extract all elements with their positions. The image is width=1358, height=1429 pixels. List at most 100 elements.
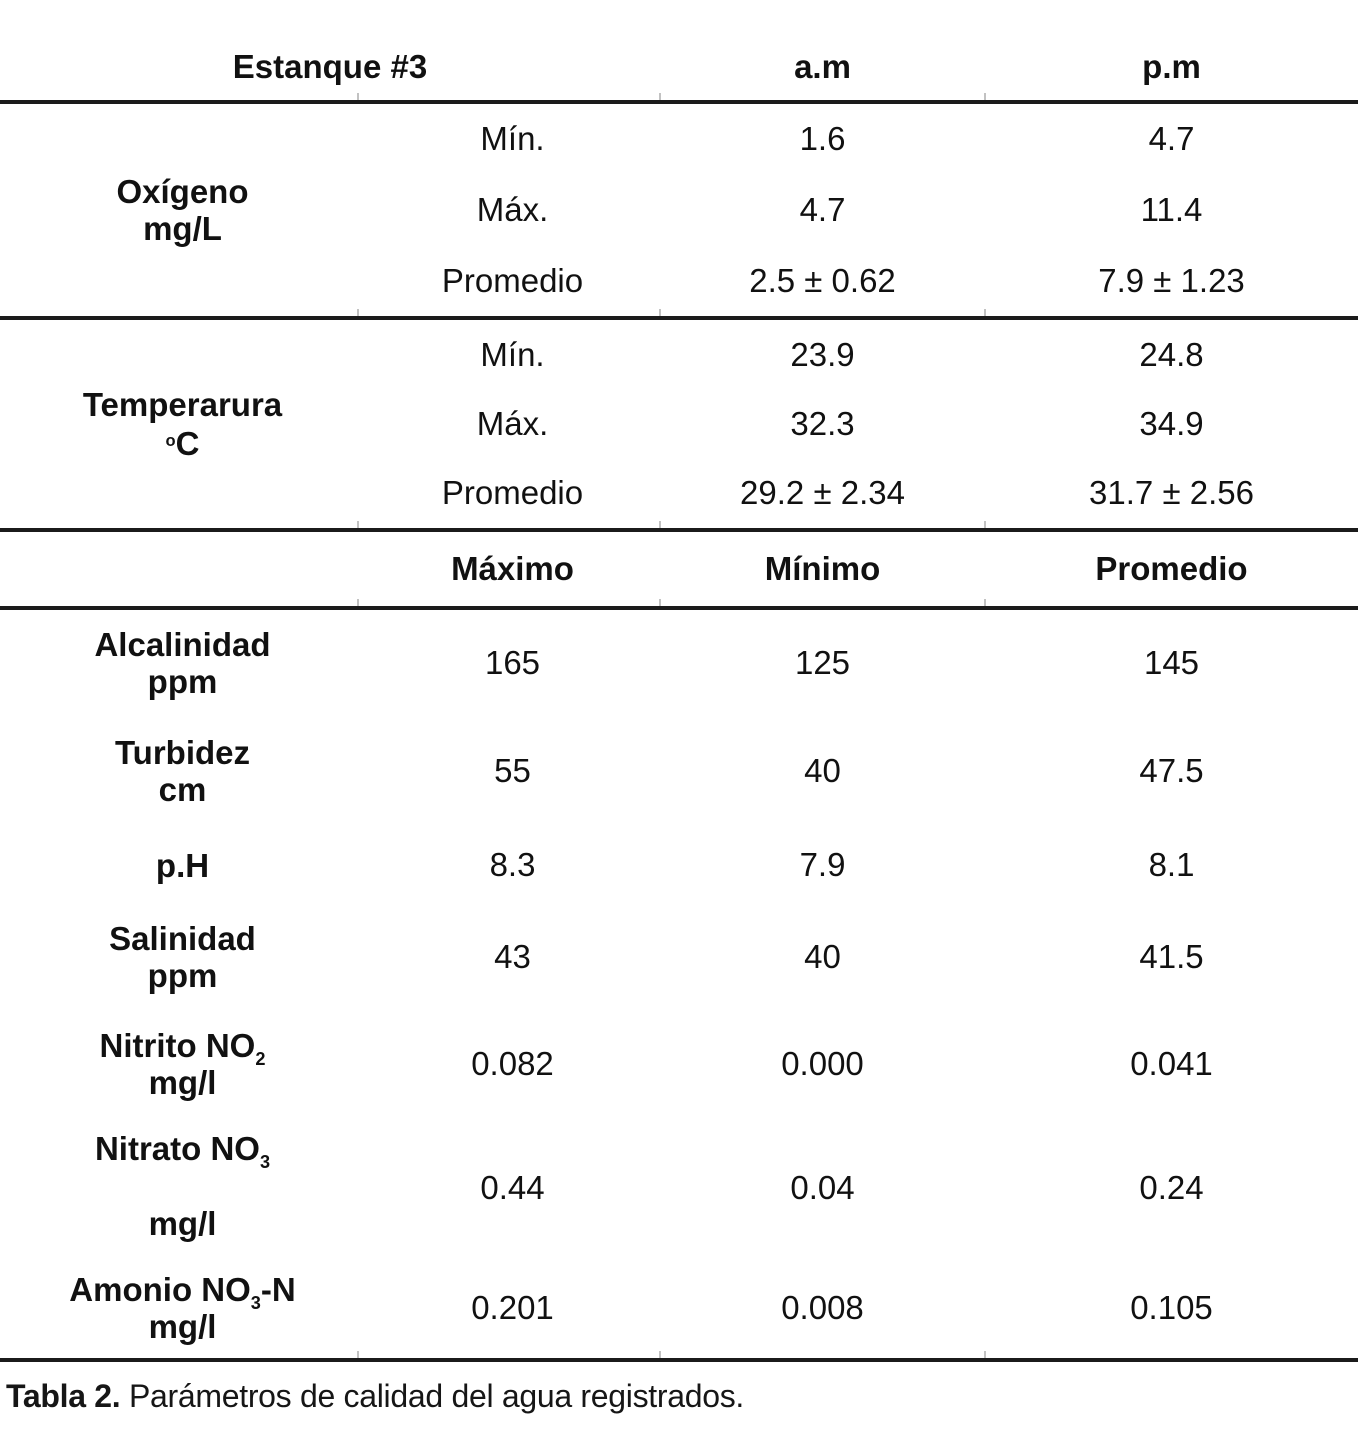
value-min: 7.9: [799, 846, 846, 883]
value-avg: 0.041: [1130, 1045, 1213, 1082]
param-label-amonio: Amonio NO3-N mg/l: [0, 1258, 365, 1358]
param-label-nitrato: Nitrato NO3 mg/l: [0, 1118, 365, 1258]
value-avg: 8.1: [1148, 846, 1195, 883]
value-min: 40: [804, 938, 841, 975]
param-unit: mg/l: [148, 1308, 217, 1345]
param-name: Nitrito NO2: [99, 1027, 266, 1070]
header-min-label: Mínimo: [764, 550, 881, 587]
rule-tick: [984, 599, 986, 606]
param-name: Temperarura: [82, 385, 283, 423]
value-am: 2.5 ± 0.62: [749, 261, 896, 299]
chemical-subscript: 2: [255, 1049, 266, 1070]
table-header-row-1: Estanque #3 a.m p.m: [0, 0, 1358, 100]
value-pm: 4.7: [1148, 120, 1195, 158]
value-min: 0.008: [781, 1289, 864, 1326]
horizontal-rule-3: [0, 521, 1358, 532]
param-label-alcalinidad: Alcalinidad ppm: [0, 610, 365, 716]
value-avg: 41.5: [1139, 938, 1204, 975]
oxygen-section: Oxígeno mg/L Mín. 1.6 4.7 Máx. 4.7 11.4 …: [0, 104, 1358, 316]
param-label-ph: p.H: [0, 826, 365, 904]
rule-tick: [984, 93, 986, 100]
param-label-turbidez: Turbidez cm: [0, 716, 365, 826]
param-name-suffix: -N: [260, 1271, 296, 1308]
value-avg: 0.24: [1139, 1169, 1204, 1206]
value-max: 0.201: [471, 1289, 554, 1326]
rule-tick: [357, 599, 359, 606]
value-am: 23.9: [790, 335, 855, 373]
param-unit: cm: [158, 771, 207, 808]
header-am-label: a.m: [794, 48, 851, 85]
table-caption: Tabla 2. Parámetros de calidad del agua …: [0, 1362, 1358, 1415]
horizontal-rule-1: [0, 93, 1358, 104]
rule-tick: [659, 93, 661, 100]
value-max: 8.3: [489, 846, 536, 883]
value-pm: 34.9: [1139, 404, 1204, 442]
rule-tick: [984, 309, 986, 316]
table-header-row-2: Máximo Mínimo Promedio: [0, 532, 1358, 606]
stat-label: Mín.: [480, 335, 545, 373]
value-avg: 145: [1143, 644, 1200, 681]
value-pm: 11.4: [1140, 190, 1203, 228]
value-am: 1.6: [799, 120, 846, 158]
value-am: 29.2 ± 2.34: [740, 474, 905, 512]
horizontal-rule-4: [0, 599, 1358, 610]
caption-label: Tabla 2.: [6, 1378, 121, 1414]
value-min: 0.000: [781, 1045, 864, 1082]
value-pm: 24.8: [1139, 335, 1204, 373]
chemical-subscript: 3: [250, 1293, 261, 1314]
param-unit: mg/L: [143, 209, 222, 247]
rule-tick: [357, 309, 359, 316]
rule-tick: [357, 521, 359, 528]
caption-text: Parámetros de calidad del agua registrad…: [120, 1378, 745, 1414]
param-unit: oC: [166, 423, 200, 462]
header-max-label: Máximo: [451, 550, 574, 587]
param-row-alcalinidad: Alcalinidad ppm 165 125 145: [0, 610, 1358, 716]
value-avg: 0.105: [1130, 1289, 1213, 1326]
horizontal-rule-5: [0, 1351, 1358, 1362]
value-max: 0.44: [480, 1169, 545, 1206]
param-label-temperature: Temperarura oC: [0, 320, 365, 528]
stat-label: Máx.: [476, 190, 549, 228]
rule-tick: [659, 309, 661, 316]
header-empty-cell: [0, 532, 365, 606]
param-row-nitrato: Nitrato NO3 mg/l 0.44 0.04 0.24: [0, 1118, 1358, 1258]
param-unit: ppm: [147, 663, 218, 700]
chemical-subscript: 3: [259, 1152, 271, 1173]
value-am: 4.7: [799, 190, 846, 228]
value-max: 0.082: [471, 1045, 554, 1082]
param-name: Salinidad: [109, 920, 256, 957]
value-am: 32.3: [790, 404, 855, 442]
value-max: 43: [494, 938, 531, 975]
param-name: Nitrato NO3: [94, 1130, 271, 1173]
header-avg-label: Promedio: [1095, 550, 1248, 587]
param-unit: mg/l: [148, 1064, 217, 1101]
value-max: 55: [494, 752, 531, 789]
param-row-salinidad: Salinidad ppm 43 40 41.5: [0, 904, 1358, 1010]
rule-tick: [984, 1351, 986, 1358]
stat-label: Promedio: [441, 474, 584, 512]
param-unit: ppm: [147, 957, 218, 994]
param-name: Turbidez: [114, 734, 251, 771]
degree-symbol: o: [165, 431, 176, 450]
rule-tick: [357, 93, 359, 100]
param-name: Oxígeno: [116, 172, 249, 210]
unit-letter: C: [175, 425, 200, 463]
param-row-nitrito: Nitrito NO2 mg/l 0.082 0.000 0.041: [0, 1010, 1358, 1118]
param-name: Alcalinidad: [94, 626, 271, 663]
value-max: 165: [484, 644, 541, 681]
stat-label: Mín.: [480, 120, 545, 158]
param-row-ph: p.H 8.3 7.9 8.1: [0, 826, 1358, 904]
stat-label: Máx.: [476, 404, 549, 442]
rule-tick: [659, 599, 661, 606]
param-name: p.H: [155, 846, 210, 884]
param-name: Amonio NO3-N: [69, 1271, 296, 1314]
header-pm-label: p.m: [1142, 48, 1201, 85]
param-unit: mg/l: [148, 1205, 217, 1242]
header-pond-label: Estanque #3: [232, 48, 428, 85]
value-min: 0.04: [790, 1169, 855, 1206]
param-label-oxygen: Oxígeno mg/L: [0, 104, 365, 316]
value-min: 125: [794, 644, 851, 681]
stat-label: Promedio: [441, 261, 584, 299]
rule-tick: [659, 1351, 661, 1358]
